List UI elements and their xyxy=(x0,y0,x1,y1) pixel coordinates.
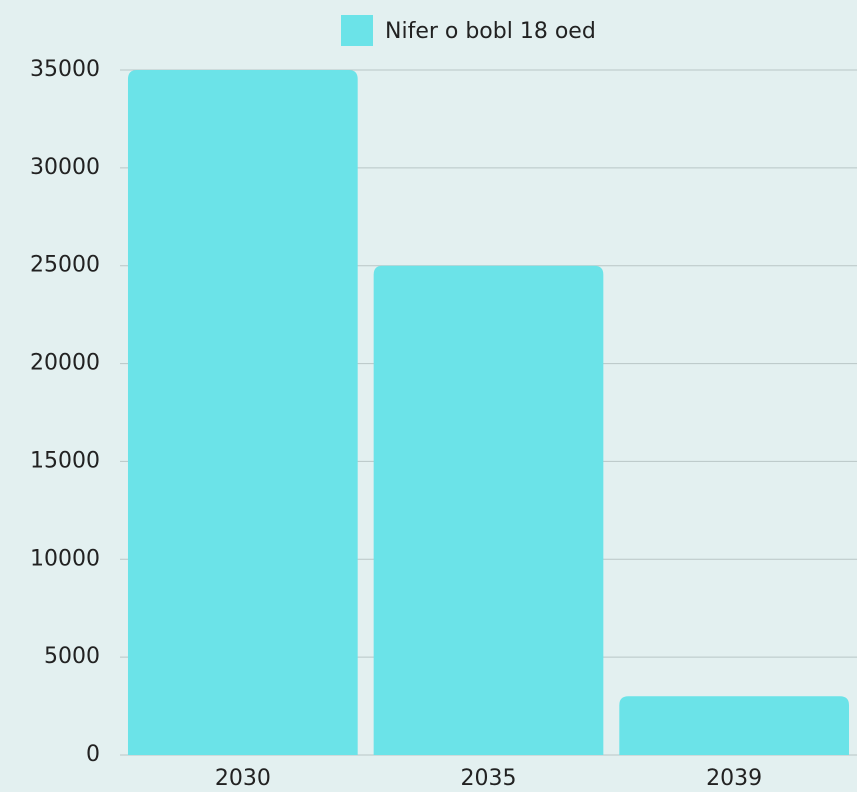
bar xyxy=(619,696,850,755)
bar xyxy=(127,70,358,755)
x-tick-label: 2030 xyxy=(215,766,271,791)
y-tick-label: 5000 xyxy=(44,644,100,669)
y-tick-label: 15000 xyxy=(30,448,100,473)
y-tick-label: 0 xyxy=(86,742,100,767)
y-tick-label: 35000 xyxy=(30,57,100,82)
bar xyxy=(373,265,604,755)
y-tick-label: 25000 xyxy=(30,253,100,278)
y-tick-label: 10000 xyxy=(30,546,100,571)
y-tick-label: 20000 xyxy=(30,351,100,376)
x-tick-label: 2039 xyxy=(706,766,762,791)
x-tick-label: 2035 xyxy=(461,766,517,791)
y-tick-label: 30000 xyxy=(30,155,100,180)
legend-label: Nifer o bobl 18 oed xyxy=(385,19,596,44)
legend-swatch xyxy=(341,15,373,46)
